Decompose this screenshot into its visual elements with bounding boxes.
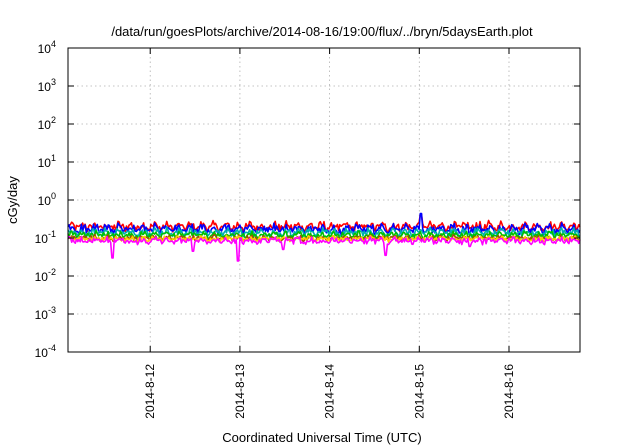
series-layer: [67, 212, 581, 262]
y-tick-label: 102: [38, 115, 56, 132]
chart-title: /data/run/goesPlots/archive/2014-08-16/1…: [111, 24, 533, 39]
y-tick-label: 10-1: [35, 229, 56, 246]
y-tick-label: 101: [38, 153, 56, 170]
x-tick-label: 2014-8-12: [143, 364, 157, 419]
x-axis: 2014-8-12 2014-8-13 2014-8-14 2014-8-15 2014…: [143, 48, 516, 419]
x-tick-label: 2014-8-14: [323, 364, 337, 419]
series-line: [67, 230, 581, 241]
x-tick-label: 2014-8-15: [412, 364, 426, 419]
y-tick-label: 10-4: [35, 343, 56, 360]
x-axis-label: Coordinated Universal Time (UTC): [222, 430, 421, 445]
grid: [68, 48, 580, 352]
series-line: [67, 226, 581, 239]
y-axis-label: cGy/day: [5, 176, 20, 224]
x-tick-label: 2014-8-16: [502, 364, 516, 419]
y-tick-label: 10-2: [35, 267, 56, 284]
y-tick-label: 10-3: [35, 305, 56, 322]
y-tick-label: 104: [38, 39, 56, 56]
series-line: [67, 235, 581, 262]
y-tick-label: 100: [38, 191, 56, 208]
y-axis: 10-4 10-3 10-2 10-1 100 101 102 103 104: [35, 39, 580, 360]
x-tick-label: 2014-8-13: [233, 364, 247, 419]
y-tick-label: 103: [38, 77, 56, 94]
series-line: [67, 234, 581, 244]
